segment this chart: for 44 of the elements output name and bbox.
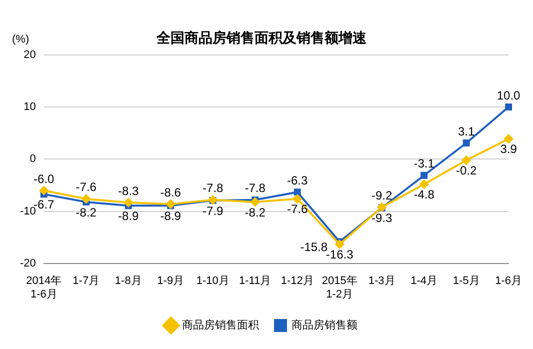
x-tick-label: 1-8月 <box>114 275 142 288</box>
x-tick-label: 1-6月 <box>495 275 522 288</box>
x-tick-label: 1-5月 <box>452 275 480 288</box>
y-tick-label: -20 <box>20 258 36 270</box>
data-label: -9.2 <box>371 188 392 203</box>
legend-label: 商品房销售额 <box>292 318 358 332</box>
x-tick-label: 1-9月 <box>157 275 184 288</box>
data-label: -8.9 <box>160 208 182 223</box>
x-tick-label: 1-3月 <box>368 275 396 288</box>
data-label: -3.1 <box>414 156 435 171</box>
data-label: -8.3 <box>118 184 140 198</box>
data-label: -8.2 <box>244 205 266 220</box>
y-tick-label: 0 <box>30 153 36 166</box>
y-axis-title: (%) <box>12 33 30 46</box>
x-tick-label: 1-12月 <box>280 275 314 288</box>
x-tick-label: 1-7月 <box>72 275 100 288</box>
data-label: -0.2 <box>456 164 477 178</box>
chart-title: 全国商品房销售面积及销售额增速 <box>156 29 368 46</box>
data-label: -9.3 <box>371 211 392 226</box>
data-label: -8.6 <box>160 185 182 200</box>
legend-label: 商品房销售面积 <box>182 318 259 332</box>
y-tick-label: 20 <box>24 48 36 61</box>
data-label: 10.0 <box>496 88 521 102</box>
data-label: -7.6 <box>287 202 308 216</box>
data-label: 3.1 <box>458 124 475 138</box>
data-label: -8.9 <box>118 208 140 223</box>
data-label: -6.3 <box>287 173 308 188</box>
x-tick-label: 1-10月 <box>196 275 230 288</box>
x-tick-label: 2014年 1-6月 <box>26 275 62 300</box>
data-label: -6.0 <box>34 172 55 186</box>
data-label: -8.2 <box>76 205 97 220</box>
x-tick-label: 1-4月 <box>410 275 438 288</box>
data-label: -15.8 <box>300 240 328 254</box>
y-tick-label: -10 <box>20 205 36 218</box>
x-tick-label: 1-11月 <box>239 275 272 288</box>
data-label: -7.8 <box>202 181 224 196</box>
data-label: -4.8 <box>414 188 435 202</box>
data-label: -7.9 <box>202 204 224 218</box>
x-tick-label: 2015年 1-2月 <box>322 275 358 300</box>
data-label: -7.8 <box>244 181 266 196</box>
data-label: -16.3 <box>326 248 354 262</box>
data-label: 3.9 <box>500 142 518 156</box>
data-label: -7.6 <box>76 180 97 194</box>
y-tick-label: 10 <box>24 101 36 114</box>
